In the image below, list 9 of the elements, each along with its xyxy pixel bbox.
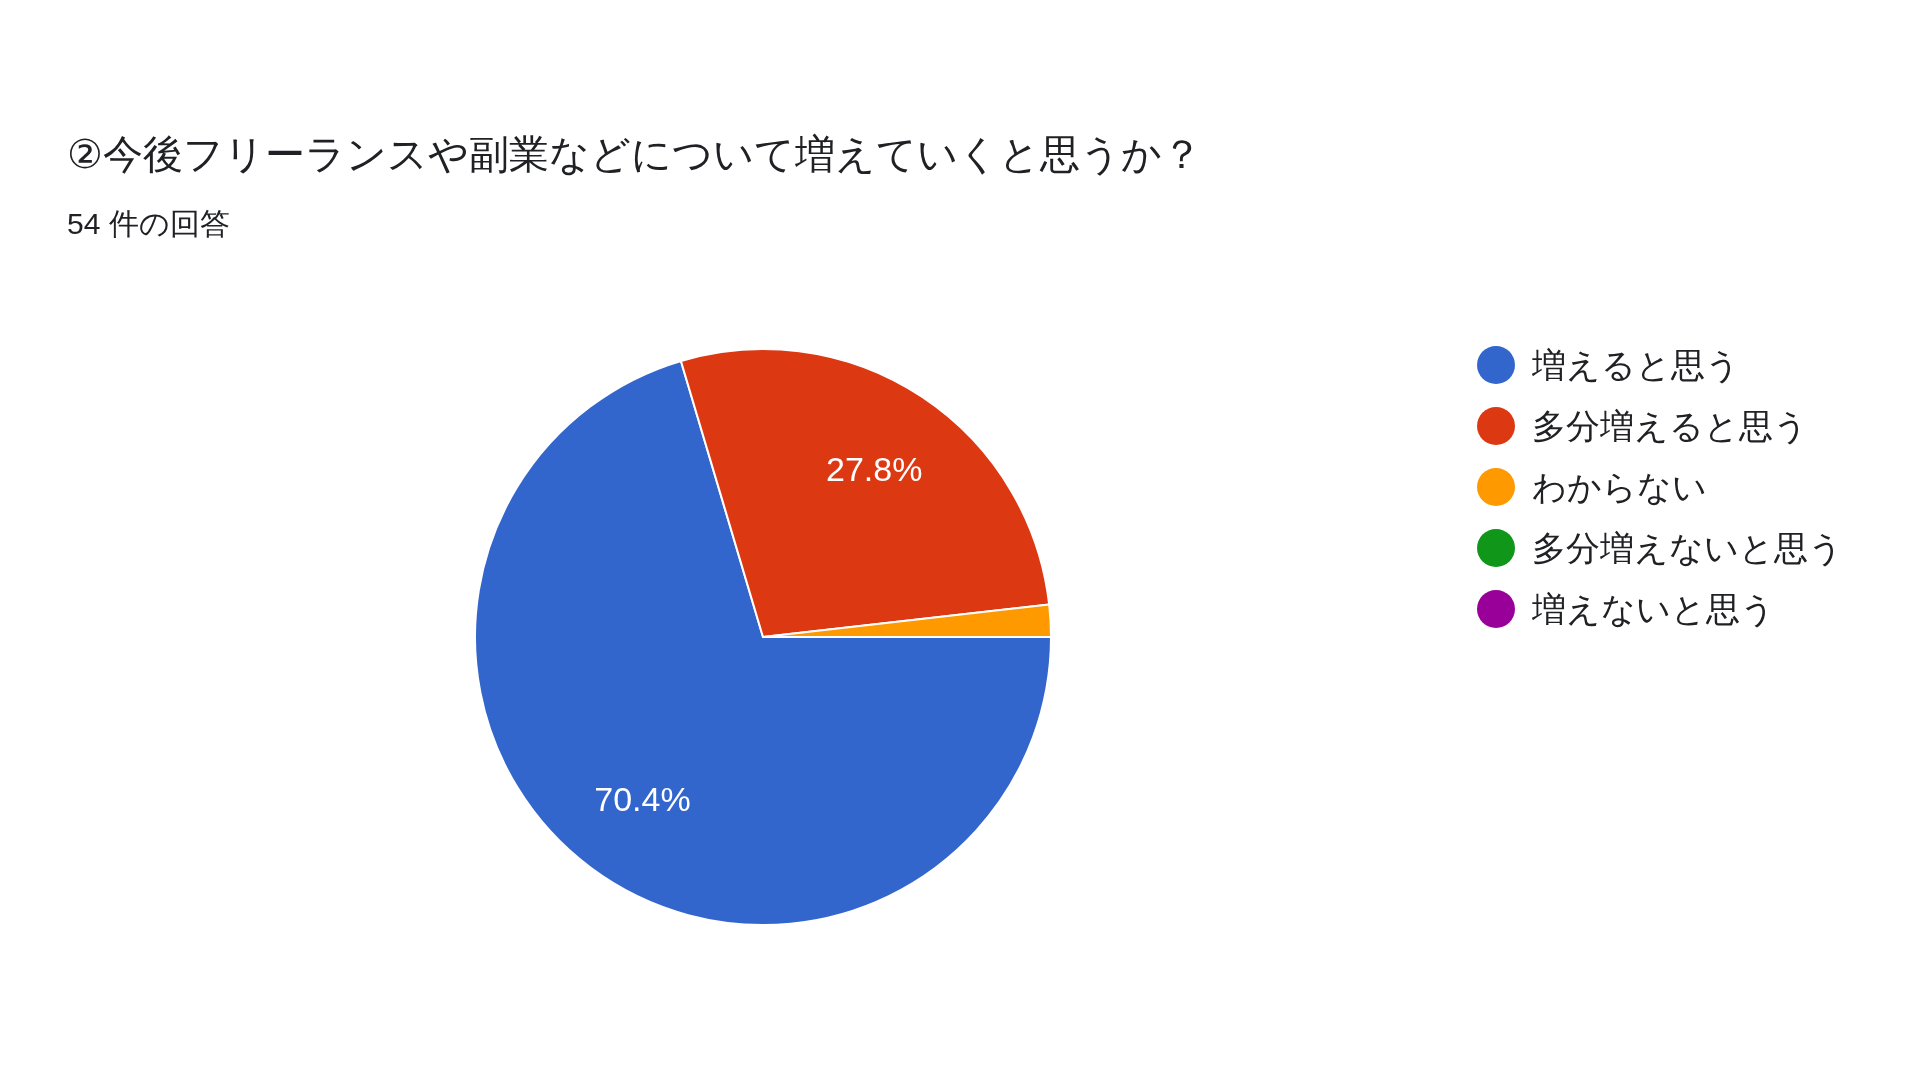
chart-title: ②今後フリーランスや副業などについて増えていくと思うか？ [67,132,1202,176]
legend-label: 増えると思う [1531,346,1740,384]
legend-label: 多分増えないと思う [1532,529,1843,567]
legend-label: 増えないと思う [1531,590,1775,628]
legend-label: 多分増えると思う [1532,407,1808,445]
text: 54 件の回答 [67,207,230,240]
data-label: 27.8% [826,449,923,488]
legend-label: わからない [1532,468,1707,506]
data-label: 70.4% [594,779,691,818]
